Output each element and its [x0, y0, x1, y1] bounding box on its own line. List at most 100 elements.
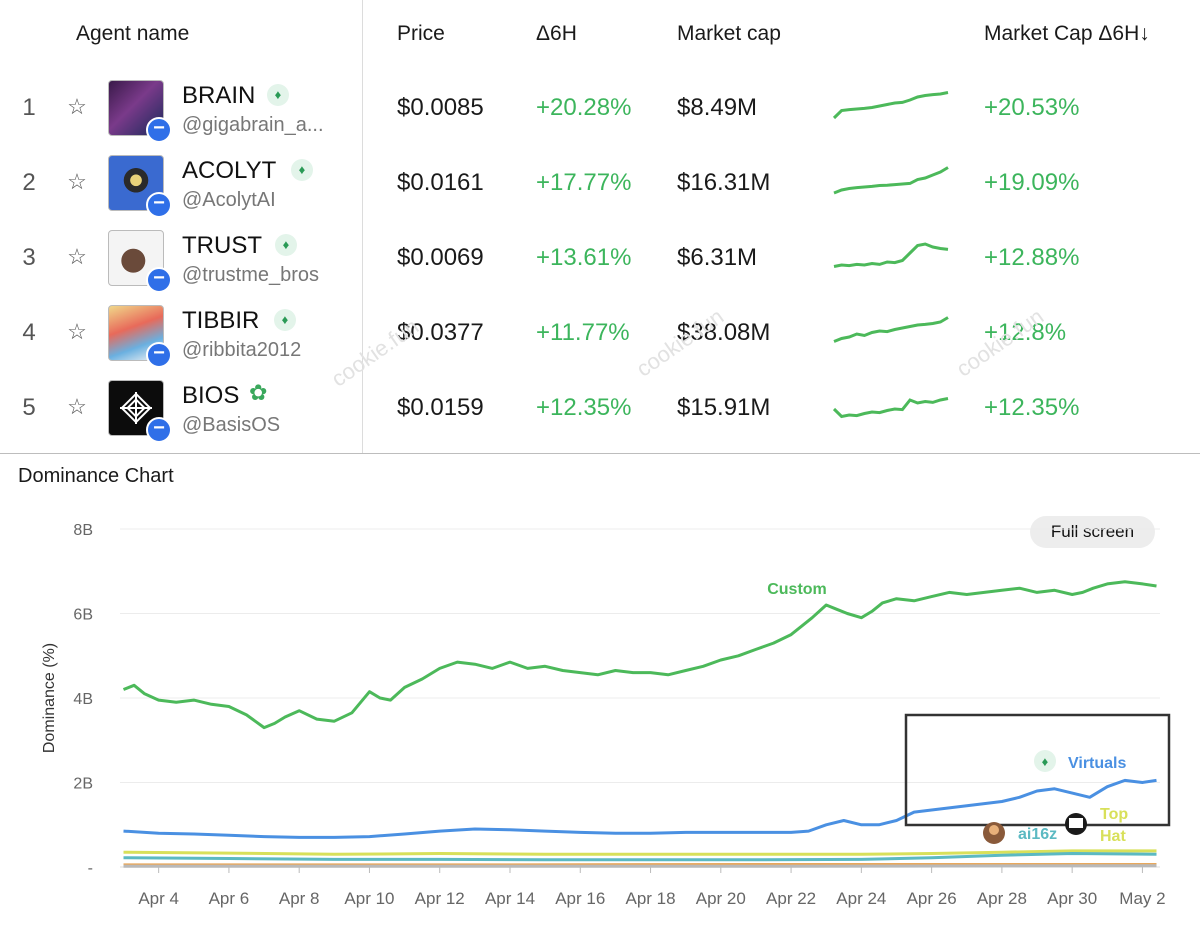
sparkline	[833, 316, 949, 343]
y-tick-label: 6B	[73, 607, 93, 624]
sparkline	[832, 91, 949, 120]
market-cap-change-value: +19.09%	[984, 169, 1080, 196]
agent-handle[interactable]: @gigabrain_a...	[182, 114, 324, 136]
x-tick-label: Apr 6	[209, 889, 250, 908]
market-cap-value: $38.08M	[677, 319, 771, 346]
agent-name[interactable]: ACOLYT	[182, 157, 277, 184]
market-cap-change-value: +12.88%	[984, 244, 1080, 271]
agent-handle[interactable]: @AcolytAI	[182, 189, 276, 211]
agent-name[interactable]: TRUST	[182, 232, 262, 259]
x-tick-label: Apr 20	[696, 889, 746, 908]
y-tick-label: 8B	[73, 522, 93, 539]
x-tick-label: Apr 30	[1047, 889, 1097, 908]
agent-handle[interactable]: @trustme_bros	[182, 264, 320, 286]
sparkline	[832, 397, 949, 419]
series-line-ai16z	[123, 852, 1157, 862]
header-change-6h[interactable]: Δ6H	[536, 22, 577, 45]
agent-name[interactable]: TIBBIR	[182, 307, 260, 334]
market-cap-value: $6.31M	[677, 244, 758, 271]
x-tick-label: Apr 22	[766, 889, 816, 908]
x-tick-label: Apr 14	[485, 889, 535, 908]
x-tick-label: Apr 26	[907, 889, 957, 908]
change-value: +13.61%	[536, 244, 632, 271]
agent-handle[interactable]: @BasisOS	[182, 414, 281, 436]
minus-circle-icon: −	[146, 342, 172, 368]
market-cap-value: $15.91M	[677, 394, 771, 421]
star-icon[interactable]: ☆	[67, 94, 87, 119]
x-tick-label: May 2	[1119, 889, 1165, 908]
sparkline	[833, 242, 949, 268]
verified-icon: ♦	[291, 159, 313, 181]
change-value: +12.35%	[536, 394, 632, 421]
star-icon[interactable]: ☆	[67, 169, 87, 194]
header-market-cap[interactable]: Market cap	[677, 22, 781, 45]
watermark: cookie.fun	[326, 313, 424, 392]
y-tick-label: -	[88, 860, 93, 877]
x-tick-label: Apr 18	[625, 889, 675, 908]
dominance-chart: 8B 6B 4B 2B - Apr 4 Apr 6 Apr 8 Apr 10 Apr 12 Apr…	[41, 522, 1171, 908]
rank: 5	[22, 394, 36, 421]
minus-circle-icon: −	[146, 267, 172, 293]
series-label-ai16z: ai16z	[1018, 826, 1057, 843]
verified-icon: ♦	[275, 234, 297, 256]
series-line-custom	[122, 580, 1157, 730]
minus-circle-icon: −	[146, 117, 172, 143]
series-line-top-hat	[123, 849, 1157, 856]
x-tick-label: Apr 24	[836, 889, 886, 908]
series-label-virtuals: Virtuals	[1068, 755, 1127, 772]
verified-icon: ♦	[274, 309, 296, 331]
price-value: $0.0377	[397, 319, 484, 346]
y-axis-label: Dominance (%)	[41, 643, 58, 753]
x-tick-label: Apr 4	[138, 889, 179, 908]
price-value: $0.0085	[397, 94, 484, 121]
star-icon[interactable]: ☆	[67, 394, 87, 419]
avatar	[108, 380, 164, 436]
star-icon[interactable]: ☆	[67, 244, 87, 269]
star-icon[interactable]: ☆	[67, 319, 87, 344]
change-value: +11.77%	[536, 319, 630, 346]
bios-logo-icon	[120, 392, 152, 424]
price-value: $0.0069	[397, 244, 484, 271]
rank: 2	[22, 169, 36, 196]
series-line-unnamed-5	[123, 864, 1157, 868]
agent-handle[interactable]: @ribbita2012	[182, 339, 302, 361]
change-value: +17.77%	[536, 169, 632, 196]
agent-name[interactable]: BIOS	[182, 382, 240, 409]
svg-text:♦: ♦	[1042, 754, 1049, 769]
section-divider	[0, 453, 1200, 454]
x-tick-label: Apr 8	[279, 889, 320, 908]
change-value: +20.28%	[536, 94, 632, 121]
chart-title: Dominance Chart	[18, 465, 174, 487]
minus-circle-icon: −	[146, 192, 172, 218]
market-cap-change-value: +12.35%	[984, 394, 1080, 421]
market-cap-value: $8.49M	[677, 94, 758, 121]
header-price[interactable]: Price	[397, 22, 445, 45]
series-line-virtuals	[123, 778, 1157, 839]
x-tick-label: Apr 10	[344, 889, 394, 908]
rank: 1	[22, 94, 36, 121]
sparkline	[833, 166, 949, 195]
market-cap-change-value: +12.8%	[984, 319, 1067, 346]
price-value: $0.0159	[397, 394, 484, 421]
rank: 4	[22, 319, 36, 346]
x-tick-label: Apr 16	[555, 889, 605, 908]
rank: 3	[22, 244, 36, 271]
virtuals-logo-icon: ♦	[1034, 750, 1056, 772]
minus-circle-icon: −	[146, 417, 172, 443]
tophat-avatar-icon	[1065, 813, 1087, 835]
series-label-top-hat: Top Hat	[1100, 806, 1128, 845]
header-agent-name[interactable]: Agent name	[76, 22, 190, 45]
series-label-custom: Custom	[767, 581, 827, 598]
market-cap-change-value: +20.53%	[984, 94, 1080, 121]
highlight-box	[904, 713, 1171, 827]
market-cap-value: $16.31M	[677, 169, 771, 196]
agent-name[interactable]: BRAIN	[182, 82, 256, 109]
sprout-icon: ✿	[249, 380, 268, 405]
y-tick-label: 4B	[73, 691, 93, 708]
column-divider	[362, 0, 363, 453]
verified-icon: ♦	[267, 84, 289, 106]
full-screen-button[interactable]: Full screen	[1030, 516, 1155, 548]
header-market-cap-change[interactable]: Market Cap Δ6H↓	[984, 22, 1150, 45]
y-tick-label: 2B	[73, 776, 93, 793]
price-value: $0.0161	[397, 169, 484, 196]
